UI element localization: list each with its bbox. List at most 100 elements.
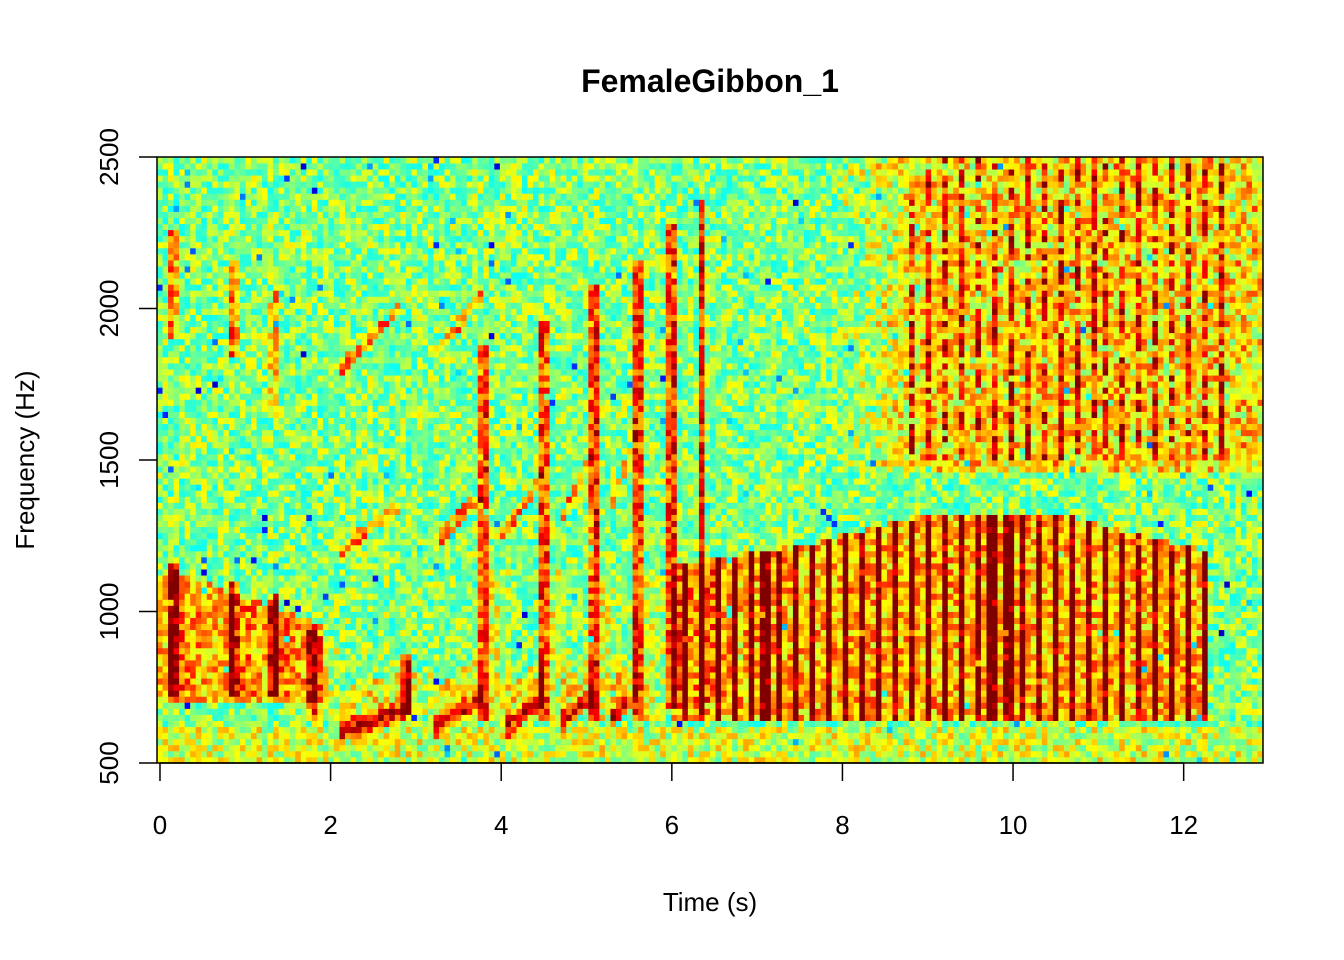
- heatmap-cell: [273, 642, 279, 648]
- heatmap-cell: [196, 284, 202, 290]
- heatmap-cell: [157, 357, 163, 363]
- heatmap-cell: [312, 436, 318, 442]
- heatmap-cell: [290, 430, 296, 436]
- heatmap-cell: [306, 702, 312, 708]
- heatmap-cell: [306, 327, 312, 333]
- heatmap-cell: [345, 636, 351, 642]
- heatmap-cell: [284, 490, 290, 496]
- heatmap-cell: [223, 508, 229, 514]
- heatmap-cell: [212, 157, 218, 163]
- heatmap-cell: [351, 327, 357, 333]
- heatmap-cell: [190, 175, 196, 181]
- heatmap-cell: [422, 478, 428, 484]
- heatmap-cell: [422, 193, 428, 199]
- heatmap-cell: [411, 260, 417, 266]
- heatmap-cell: [411, 666, 417, 672]
- heatmap-cell: [234, 648, 240, 654]
- heatmap-cell: [317, 339, 323, 345]
- heatmap-cell: [351, 502, 357, 508]
- heatmap-cell: [290, 242, 296, 248]
- heatmap-cell: [406, 430, 412, 436]
- heatmap-cell: [234, 745, 240, 751]
- heatmap-cell: [312, 387, 318, 393]
- heatmap-cell: [279, 751, 285, 757]
- heatmap-cell: [384, 193, 390, 199]
- heatmap-cell: [351, 636, 357, 642]
- heatmap-cell: [301, 321, 307, 327]
- heatmap-cell: [295, 248, 301, 254]
- heatmap-cell: [362, 321, 368, 327]
- heatmap-cell: [196, 272, 202, 278]
- heatmap-cell: [406, 272, 412, 278]
- heatmap-cell: [207, 581, 213, 587]
- heatmap-cell: [323, 254, 329, 260]
- heatmap-cell: [251, 351, 257, 357]
- heatmap-cell: [378, 327, 384, 333]
- heatmap-cell: [400, 309, 406, 315]
- heatmap-cell: [395, 587, 401, 593]
- heatmap-cell: [257, 466, 263, 472]
- heatmap-cell: [362, 405, 368, 411]
- heatmap-cell: [185, 369, 191, 375]
- heatmap-cell: [290, 405, 296, 411]
- heatmap-cell: [190, 357, 196, 363]
- heatmap-cell: [201, 484, 207, 490]
- heatmap-cell: [395, 745, 401, 751]
- heatmap-cell: [196, 436, 202, 442]
- heatmap-cell: [345, 460, 351, 466]
- heatmap-cell: [185, 696, 191, 702]
- heatmap-cell: [378, 599, 384, 605]
- heatmap-cell: [290, 569, 296, 575]
- heatmap-cell: [367, 327, 373, 333]
- heatmap-cell: [163, 654, 169, 660]
- heatmap-cell: [312, 618, 318, 624]
- heatmap-cell: [406, 666, 412, 672]
- heatmap-cell: [422, 333, 428, 339]
- heatmap-cell: [196, 405, 202, 411]
- heatmap-cell: [395, 327, 401, 333]
- heatmap-cell: [373, 496, 379, 502]
- heatmap-cell: [406, 745, 412, 751]
- heatmap-cell: [362, 205, 368, 211]
- heatmap-cell: [428, 521, 434, 527]
- heatmap-cell: [290, 533, 296, 539]
- heatmap-cell: [207, 502, 213, 508]
- heatmap-cell: [251, 272, 257, 278]
- heatmap-cell: [417, 630, 423, 636]
- heatmap-cell: [245, 454, 251, 460]
- heatmap-cell: [163, 490, 169, 496]
- heatmap-cell: [428, 187, 434, 193]
- heatmap-cell: [273, 527, 279, 533]
- heatmap-cell: [223, 430, 229, 436]
- heatmap-cell: [373, 521, 379, 527]
- heatmap-cell: [362, 581, 368, 587]
- heatmap-cell: [328, 248, 334, 254]
- heatmap-cell: [406, 551, 412, 557]
- heatmap-cell: [185, 157, 191, 163]
- heatmap-cell: [406, 672, 412, 678]
- heatmap-cell: [317, 581, 323, 587]
- heatmap-cell: [279, 745, 285, 751]
- heatmap-cell: [345, 715, 351, 721]
- heatmap-cell: [223, 399, 229, 405]
- heatmap-cell: [312, 490, 318, 496]
- heatmap-cell: [301, 369, 307, 375]
- heatmap-cell: [201, 315, 207, 321]
- heatmap-cell: [240, 218, 246, 224]
- heatmap-cell: [245, 690, 251, 696]
- heatmap-cell: [339, 581, 345, 587]
- heatmap-cell: [323, 272, 329, 278]
- heatmap-cell: [362, 248, 368, 254]
- heatmap-cell: [185, 739, 191, 745]
- heatmap-cell: [367, 212, 373, 218]
- heatmap-cell: [356, 242, 362, 248]
- heatmap-cell: [406, 321, 412, 327]
- heatmap-cell: [323, 587, 329, 593]
- heatmap-cell: [212, 684, 218, 690]
- heatmap-cell: [334, 418, 340, 424]
- heatmap-cell: [240, 715, 246, 721]
- heatmap-cell: [422, 533, 428, 539]
- heatmap-cell: [273, 575, 279, 581]
- heatmap-cell: [262, 678, 268, 684]
- heatmap-cell: [157, 533, 163, 539]
